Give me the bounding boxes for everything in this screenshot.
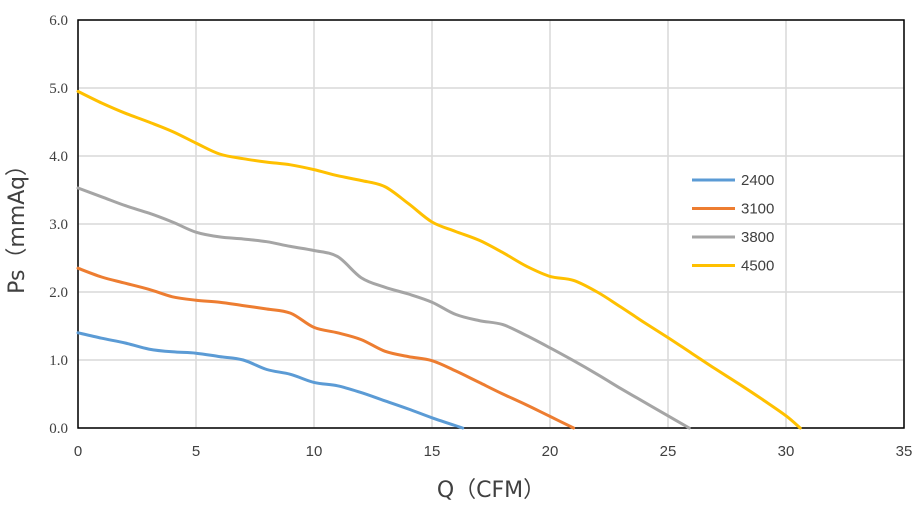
series-group — [76, 89, 802, 430]
legend-label-3800: 3800 — [741, 229, 774, 246]
y-tick-label: 0.0 — [49, 421, 68, 437]
plot-frame — [77, 19, 905, 429]
y-axis-ticks: 0.0 1.0 2.0 3.0 4.0 5.0 6.0 — [49, 13, 68, 437]
x-tick-label: 30 — [778, 443, 795, 460]
y-tick-label: 3.0 — [49, 217, 68, 233]
legend-label-2400: 2400 — [741, 172, 774, 189]
series-line-3100 — [76, 266, 576, 430]
legend-label-3100: 3100 — [741, 201, 774, 218]
x-tick-label: 20 — [542, 443, 559, 460]
series-line-2400 — [76, 331, 465, 430]
series-line-3800 — [76, 186, 691, 430]
y-tick-label: 6.0 — [49, 13, 68, 29]
grid-lines — [77, 19, 905, 429]
y-tick-label: 4.0 — [49, 149, 68, 165]
x-tick-label: 10 — [306, 443, 323, 460]
x-tick-label: 35 — [896, 443, 913, 460]
x-tick-label: 0 — [74, 443, 82, 460]
legend-label-4500: 4500 — [741, 258, 774, 275]
x-axis-title: Q（CFM） — [437, 478, 545, 503]
x-tick-label: 15 — [424, 443, 441, 460]
y-tick-label: 1.0 — [49, 353, 68, 369]
x-tick-label: 25 — [660, 443, 677, 460]
y-tick-label: 2.0 — [49, 285, 68, 301]
legend: 2400 3100 3800 4500 — [692, 172, 774, 275]
y-tick-label: 5.0 — [49, 81, 68, 97]
x-axis-ticks: 0 5 10 15 20 25 30 35 — [74, 443, 913, 460]
y-axis-title: Ps（mmAq） — [5, 154, 30, 294]
x-tick-label: 5 — [192, 443, 200, 460]
series-line-4500 — [76, 89, 802, 430]
